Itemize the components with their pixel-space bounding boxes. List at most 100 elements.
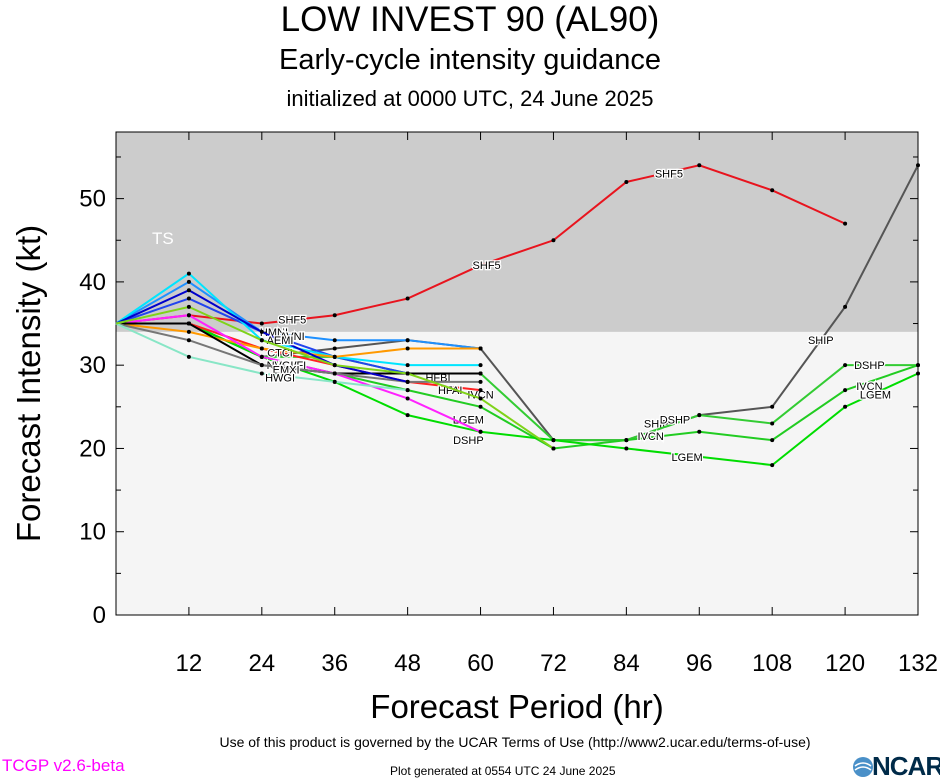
y-tick-label: 40 bbox=[79, 269, 106, 296]
series-line-emxi bbox=[115, 322, 481, 383]
data-point-hfbi bbox=[186, 296, 191, 301]
ncar-globe-icon bbox=[853, 757, 873, 777]
series-label-dshp: DSHP bbox=[854, 360, 885, 372]
series-line-hwfi bbox=[115, 314, 481, 433]
data-point-dshp bbox=[770, 421, 775, 426]
chart-subtitle: Early-cycle intensity guidance bbox=[278, 44, 661, 76]
series-label-hfai: HFAI bbox=[438, 385, 462, 397]
data-point-lgem bbox=[843, 404, 848, 409]
data-point-shf5 bbox=[478, 263, 483, 268]
plot-generated-time: Plot generated at 0554 UTC 24 June 2025 bbox=[390, 764, 616, 778]
x-tick-label: 132 bbox=[898, 650, 938, 677]
series-label-ivcn: IVCN bbox=[467, 389, 493, 401]
data-point-hmni bbox=[186, 279, 191, 284]
data-point-emxi bbox=[259, 363, 264, 368]
x-tick-label: 72 bbox=[540, 650, 567, 677]
series-label-nvgi: NVGI bbox=[267, 360, 294, 372]
data-point-spc3 bbox=[332, 363, 337, 368]
data-point-ivcn bbox=[478, 404, 483, 409]
data-point-avni bbox=[478, 363, 483, 368]
data-point-shf5 bbox=[697, 163, 702, 168]
data-point-ctci bbox=[405, 346, 410, 351]
data-point-ctci bbox=[332, 354, 337, 359]
series-label-ivcn: IVCN bbox=[856, 381, 882, 393]
series-line-lgem bbox=[116, 322, 919, 467]
data-point-spc3 bbox=[259, 338, 264, 343]
init-time-line: initialized at 0000 UTC, 24 June 2025 bbox=[286, 86, 654, 111]
data-point-nvgi bbox=[478, 371, 483, 376]
below-ts-band bbox=[116, 331, 918, 615]
data-point-hwgi bbox=[259, 371, 264, 376]
data-point-lgem bbox=[697, 454, 702, 459]
data-point-aemi bbox=[259, 329, 264, 334]
series-label-ship: SHIP bbox=[808, 335, 834, 347]
x-tick-label: 108 bbox=[752, 650, 792, 677]
data-point-shf5 bbox=[551, 238, 556, 243]
series-spc3 bbox=[115, 304, 556, 451]
data-point-ship bbox=[916, 163, 920, 168]
tropical-storm-band bbox=[116, 132, 918, 332]
data-point-ctci bbox=[186, 329, 191, 334]
series-label-lgem: LGEM bbox=[672, 452, 703, 464]
data-point-avni bbox=[186, 271, 191, 276]
version-label: TCGP v2.6-beta bbox=[2, 756, 125, 775]
data-point-shf5 bbox=[259, 321, 264, 326]
data-point-nvgi bbox=[186, 321, 191, 326]
data-point-spc3 bbox=[186, 304, 191, 309]
ncar-logo: NCAR bbox=[852, 751, 940, 781]
data-point-hwgi bbox=[332, 379, 337, 384]
data-point-ivcn bbox=[697, 429, 702, 434]
series-label-ctci: CTCI bbox=[267, 348, 293, 360]
data-point-shf5 bbox=[332, 313, 337, 318]
series-label-shf5: SHF5 bbox=[278, 314, 306, 326]
data-point-dshp bbox=[843, 363, 848, 368]
data-point-hwfi bbox=[186, 313, 191, 318]
data-point-dshp bbox=[697, 413, 702, 418]
series-emxi: EMXI bbox=[115, 322, 483, 384]
data-point-ctci bbox=[259, 346, 264, 351]
y-axis-label: Forecast Intensity (kt) bbox=[10, 225, 47, 542]
data-point-ivcn bbox=[770, 438, 775, 443]
y-tick-label: 10 bbox=[79, 519, 106, 546]
series-ivcn: IVCN IVCN IVCN bbox=[116, 321, 920, 451]
data-point-shf5 bbox=[770, 188, 775, 193]
data-point-ship bbox=[332, 346, 337, 351]
x-tick-label: 96 bbox=[686, 650, 713, 677]
series-label-shf5: SHF5 bbox=[473, 260, 501, 272]
chart-title: LOW INVEST 90 (AL90) bbox=[280, 0, 660, 39]
data-point-avni bbox=[405, 363, 410, 368]
data-point-hwfi bbox=[259, 354, 264, 359]
data-point-shf5 bbox=[843, 221, 848, 226]
data-point-spc3 bbox=[405, 371, 410, 376]
series-label-hmni: HMNI bbox=[260, 327, 288, 339]
data-point-hwfi bbox=[405, 396, 410, 401]
data-point-ivcn bbox=[916, 363, 920, 368]
x-axis-label: Forecast Period (hr) bbox=[370, 688, 663, 725]
data-point-hfai bbox=[478, 388, 483, 393]
intensity-chart: TS 12 24 36 48 60 72 84 96 108 120 132 0 10 20 30 40 50 Fo… bbox=[10, 131, 938, 725]
series-label-avni: AVNI bbox=[280, 331, 305, 343]
data-point-spc3 bbox=[478, 396, 483, 401]
data-point-hwgi bbox=[405, 388, 410, 393]
data-point-ship bbox=[843, 304, 848, 309]
x-tick-label: 84 bbox=[613, 650, 640, 677]
data-point-hwgi bbox=[186, 354, 191, 359]
x-tick-label: 48 bbox=[394, 650, 421, 677]
data-point-shf5 bbox=[405, 296, 410, 301]
series-label-dshp: DSHP bbox=[660, 414, 691, 426]
data-point-lgem bbox=[770, 463, 775, 468]
terms-of-use-notice: Use of this product is governed by the U… bbox=[219, 734, 811, 750]
series-label-ivcn: IVCN bbox=[638, 431, 664, 443]
y-tick-label: 0 bbox=[93, 602, 106, 629]
data-point-ctci bbox=[478, 346, 483, 351]
y-tick-label: 30 bbox=[79, 352, 106, 379]
series-hwgi: HWGI bbox=[115, 322, 410, 393]
data-point-emxi bbox=[478, 379, 483, 384]
data-point-emxi bbox=[332, 371, 337, 376]
data-point-aemi bbox=[405, 379, 410, 384]
series-label-lgem: LGEM bbox=[860, 389, 891, 401]
data-point-aemi bbox=[186, 288, 191, 293]
data-point-emxi bbox=[186, 338, 191, 343]
series-label-hwgi: HWGI bbox=[265, 373, 295, 385]
data-point-hmni bbox=[332, 338, 337, 343]
